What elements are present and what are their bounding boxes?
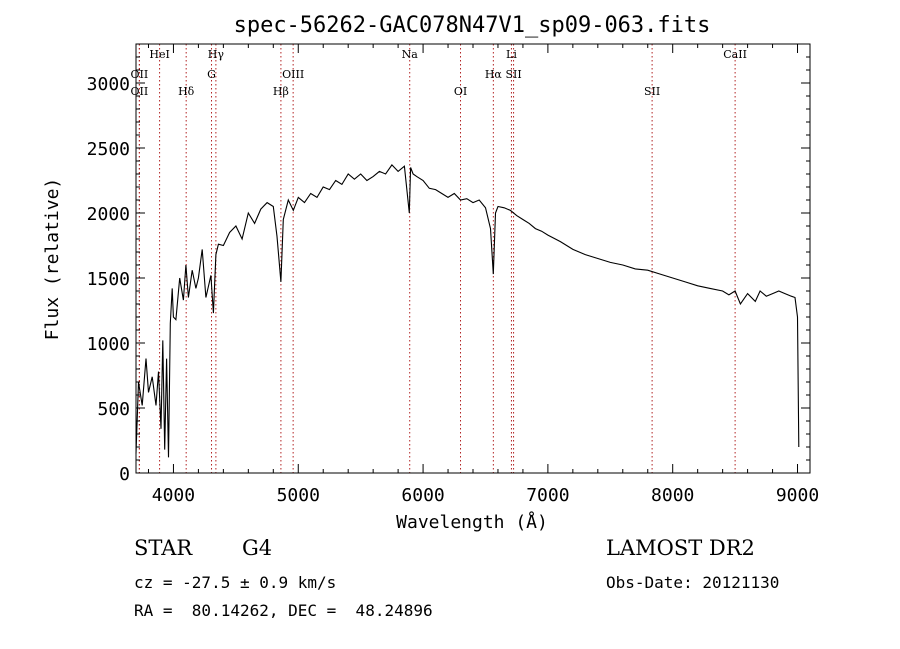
line-label-6: Hβ <box>273 85 289 98</box>
y-tick-label-2: 1000 <box>87 334 130 355</box>
y-tick-label-1: 500 <box>97 399 130 420</box>
redshift-cz: cz = -27.5 ± 0.9 km/s <box>134 573 337 592</box>
line-label-4: Hγ <box>208 48 225 61</box>
y-tick-label-4: 2000 <box>87 204 130 225</box>
x-tick-label-0: 4000 <box>152 485 195 506</box>
line-label-7: OIII <box>282 68 304 81</box>
x-tick-label-4: 8000 <box>651 485 694 506</box>
observation-date: Obs-Date: 20121130 <box>606 573 780 592</box>
line-label-1: OII <box>131 68 149 81</box>
line-label-5: G <box>207 68 216 81</box>
line-label-11: Hα <box>485 68 503 81</box>
plot-frame <box>135 43 811 474</box>
y-tick-label-0: 0 <box>119 464 130 485</box>
y-tick-label-5: 2500 <box>87 139 130 160</box>
spectrum-chart: spec-56262-GAC078N47V1_sp09-063.fits HeI… <box>42 13 819 533</box>
x-axis-label: Wavelength (Å) <box>396 511 548 533</box>
line-label-10: Li <box>506 48 517 61</box>
line-label-12: SII <box>505 68 521 81</box>
object-subclass: G4 <box>242 536 273 560</box>
x-tick-label-5: 9000 <box>776 485 819 506</box>
y-axis-label: Flux (relative) <box>42 178 63 341</box>
y-tick-label-6: 3000 <box>87 74 130 95</box>
line-label-3: Hδ <box>178 85 195 98</box>
line-label-0: HeI <box>149 48 169 61</box>
spectrum-line <box>135 164 800 458</box>
x-tick-label-3: 7000 <box>526 485 569 506</box>
ra-dec-coordinates: RA = 80.14262, DEC = 48.24896 <box>134 601 433 620</box>
object-class: STAR <box>134 536 193 560</box>
y-tick-label-3: 1500 <box>87 269 130 290</box>
line-label-14: CaII <box>723 48 747 61</box>
line-label-13: SII <box>644 85 660 98</box>
chart-title: spec-56262-GAC078N47V1_sp09-063.fits <box>234 13 711 38</box>
survey-name: LAMOST DR2 <box>606 536 755 560</box>
line-label-8: Na <box>402 48 419 61</box>
x-tick-label-2: 6000 <box>401 485 444 506</box>
line-label-2: OII <box>131 85 149 98</box>
x-tick-label-1: 5000 <box>277 485 320 506</box>
line-label-9: OI <box>454 85 467 98</box>
axes: 4000 5000 6000 7000 8000 9000 0 500 1000 1500 2000… <box>87 44 819 506</box>
